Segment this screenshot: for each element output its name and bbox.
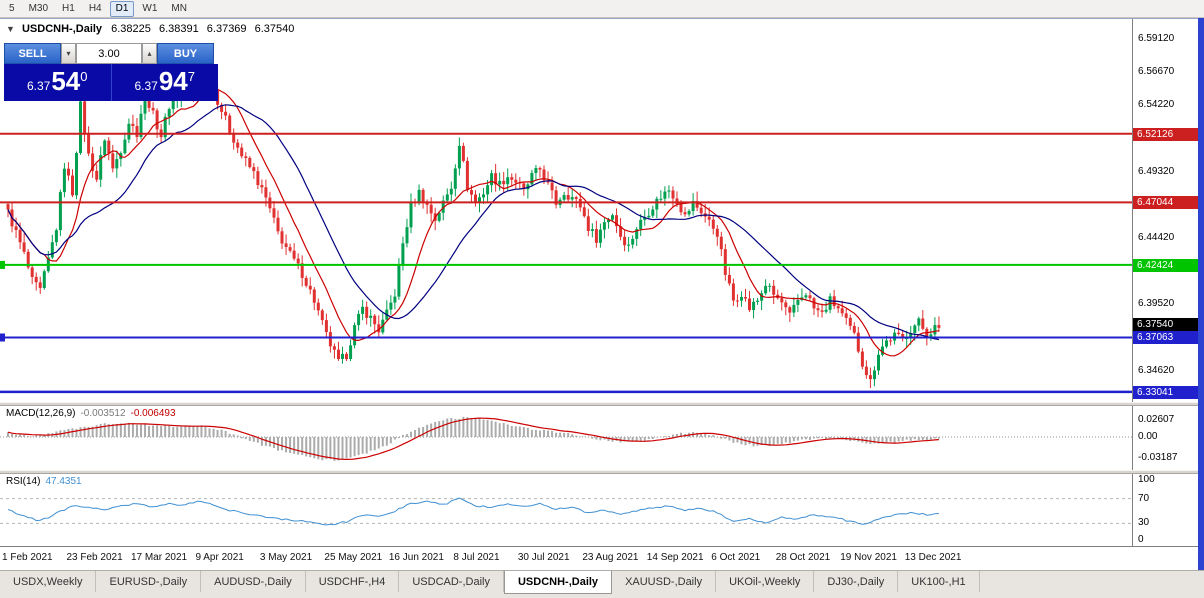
- volume-input[interactable]: [76, 43, 142, 64]
- price-tick-label: 6.54220: [1138, 99, 1175, 111]
- date-label: 17 Mar 2021: [130, 552, 188, 563]
- buy-button[interactable]: BUY: [157, 43, 214, 64]
- date-label: 28 Oct 2021: [775, 552, 831, 563]
- tab-usdchf-h4[interactable]: USDCHF-,H4: [306, 571, 400, 592]
- timeframe-toolbar: 5 M30 H1 H4 D1 W1 MN: [0, 0, 1204, 18]
- hline-price-badge: 6.33041: [1133, 385, 1199, 399]
- date-label: 23 Aug 2021: [582, 552, 639, 563]
- date-label: 16 Jun 2021: [388, 552, 444, 563]
- one-click-toggle-icon[interactable]: ▼: [6, 24, 15, 34]
- date-label: 23 Feb 2021: [66, 552, 123, 563]
- date-label: 3 May 2021: [259, 552, 313, 563]
- tab-usdx-weekly[interactable]: USDX,Weekly: [0, 571, 97, 592]
- vertical-scrollbar[interactable]: [1198, 18, 1204, 570]
- sell-button[interactable]: SELL: [4, 43, 61, 64]
- ohlc-close: 6.37540: [254, 23, 295, 35]
- rsi-label: RSI(14) 47.4351: [6, 476, 82, 487]
- hline-price-badge: 6.47044: [1133, 196, 1199, 210]
- macd-name: MACD(12,26,9): [6, 408, 76, 419]
- hline-price-badge: 6.52126: [1133, 127, 1199, 141]
- main-chart-panel: ▼ USDCNH-,Daily 6.38225 6.38391 6.37369 …: [0, 18, 1204, 402]
- tab-uk100-h1[interactable]: UK100-,H1: [898, 571, 980, 592]
- tab-ukoil-weekly[interactable]: UKOil-,Weekly: [716, 571, 815, 592]
- buy-price-sup: 7: [187, 69, 195, 84]
- volume-increase-button[interactable]: ▴: [142, 43, 157, 64]
- price-tick-label: 6.34620: [1138, 364, 1175, 376]
- timeframe-5[interactable]: 5: [9, 2, 15, 14]
- tab-usdcnh-daily[interactable]: USDCNH-,Daily: [503, 571, 613, 594]
- timeframe-h1[interactable]: H1: [62, 2, 75, 14]
- rsi-name: RSI(14): [6, 476, 41, 487]
- date-label: 30 Jul 2021: [517, 552, 570, 563]
- rsi-tick-label: 70: [1138, 492, 1150, 504]
- rsi-tick-label: 0: [1138, 534, 1144, 545]
- timeframe-d1[interactable]: D1: [109, 0, 135, 17]
- date-label: 14 Sep 2021: [646, 552, 704, 563]
- macd-value-main: -0.003512: [80, 408, 126, 419]
- price-tick-label: 6.44420: [1138, 231, 1175, 243]
- buy-price-display[interactable]: 6.37 94 7: [112, 64, 219, 101]
- rsi-panel: RSI(14) 47.4351 100 70 30 0: [0, 474, 1204, 546]
- tab-eurusd-daily[interactable]: EURUSD-,Daily: [96, 571, 202, 592]
- macd-tick-label: 0.02607: [1138, 413, 1175, 425]
- panel-splitter[interactable]: [0, 470, 1204, 474]
- buy-price-prefix: 6.37: [134, 79, 158, 93]
- macd-chart[interactable]: [0, 406, 1132, 470]
- hline-price-badge: 6.37063: [1133, 331, 1199, 345]
- date-label: 1 Feb 2021: [2, 552, 53, 563]
- date-label: 9 Apr 2021: [195, 552, 244, 563]
- date-label: 25 May 2021: [324, 552, 383, 563]
- buy-price-big: 94: [158, 66, 188, 96]
- ohlc-open: 6.38225: [111, 23, 151, 35]
- date-label: 19 Nov 2021: [840, 552, 897, 563]
- timeframe-mn[interactable]: MN: [171, 2, 187, 14]
- sell-price-big: 54: [51, 66, 81, 96]
- macd-value-signal: -0.006493: [130, 408, 176, 419]
- current-price-badge: 6.37540: [1133, 318, 1199, 332]
- date-label: 13 Dec 2021: [904, 552, 962, 563]
- hline-price-badge: 6.42424: [1133, 258, 1199, 272]
- macd-tick-label: 0.00: [1138, 430, 1158, 442]
- price-chart[interactable]: [0, 19, 1132, 402]
- panel-splitter[interactable]: [0, 402, 1204, 406]
- price-tick-label: 6.59120: [1138, 33, 1175, 45]
- tab-xauusd-daily[interactable]: XAUUSD-,Daily: [612, 571, 717, 592]
- volume-decrease-button[interactable]: ▾: [61, 43, 76, 64]
- rsi-value: 47.4351: [45, 476, 82, 487]
- macd-panel: MACD(12,26,9) -0.003512 -0.006493 0.02607 0…: [0, 406, 1204, 470]
- macd-tick-label: -0.03187: [1138, 451, 1178, 463]
- ohlc-high: 6.38391: [158, 23, 199, 35]
- price-tick-label: 6.56670: [1138, 66, 1175, 78]
- timeframe-m30[interactable]: M30: [28, 2, 49, 14]
- date-label: 6 Oct 2021: [711, 552, 761, 563]
- ohlc-low: 6.37369: [206, 23, 247, 35]
- chart-tab-bar: USDX,Weekly EURUSD-,Daily AUDUSD-,Daily USD…: [0, 570, 1204, 598]
- tab-audusd-daily[interactable]: AUDUSD-,Daily: [201, 571, 306, 592]
- macd-label: MACD(12,26,9) -0.003512 -0.006493: [6, 408, 176, 419]
- rsi-tick-label: 100: [1138, 474, 1155, 485]
- chart-symbol-period: USDCNH-,Daily: [21, 23, 103, 35]
- rsi-chart[interactable]: [0, 474, 1132, 546]
- date-label: 8 Jul 2021: [453, 552, 500, 563]
- price-tick-label: 6.39520: [1138, 298, 1175, 310]
- rsi-axis: 100 70 30 0: [1132, 474, 1198, 546]
- chart-info-line: ▼ USDCNH-,Daily 6.38225 6.38391 6.37369 …: [6, 23, 299, 35]
- sell-price-sup: 0: [80, 69, 88, 84]
- sell-price-prefix: 6.37: [26, 79, 51, 93]
- macd-axis: 0.02607 0.00 -0.03187: [1132, 406, 1198, 470]
- price-axis[interactable]: 6.59120 6.56670 6.54220 6.49320 6.44420 6.395…: [1132, 19, 1199, 402]
- timeframe-h4[interactable]: H4: [88, 2, 102, 14]
- price-tick-label: 6.49320: [1138, 165, 1175, 177]
- tab-usdcad-daily[interactable]: USDCAD-,Daily: [399, 571, 504, 592]
- rsi-tick-label: 30: [1138, 517, 1150, 529]
- timeframe-w1[interactable]: W1: [142, 2, 158, 14]
- tab-dj30-daily[interactable]: DJ30-,Daily: [814, 571, 899, 592]
- date-axis[interactable]: 1 Feb 2021 23 Feb 2021 17 Mar 2021 9 Apr 20…: [0, 546, 1204, 570]
- sell-price-display[interactable]: 6.37 54 0: [4, 64, 112, 101]
